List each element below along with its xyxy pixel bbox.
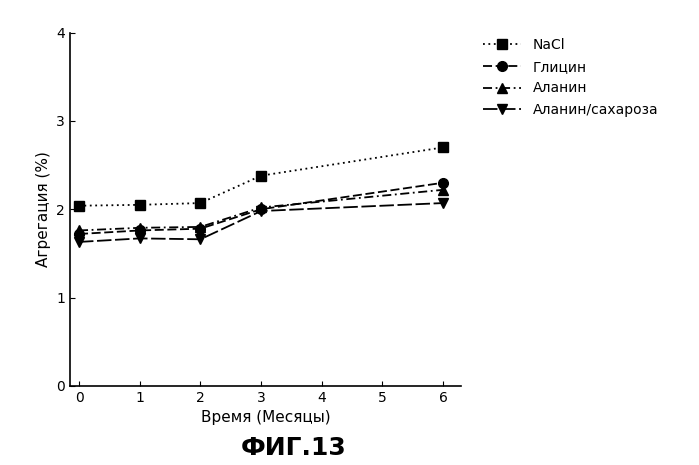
Аланин/сахароза (75, 239, 83, 245)
NaCl (196, 200, 205, 206)
Аланин (257, 205, 265, 210)
Legend: NaCl, Глицин, Аланин, Аланин/сахароза: NaCl, Глицин, Аланин, Аланин/сахароза (477, 33, 664, 123)
Аланин/сахароза (439, 200, 447, 206)
NaCl (136, 202, 144, 208)
X-axis label: Время (Месяцы): Время (Месяцы) (201, 411, 331, 425)
NaCl (439, 145, 447, 150)
Аланин (196, 224, 205, 230)
Аланин/сахароза (196, 237, 205, 242)
Line: Аланин/сахароза: Аланин/сахароза (74, 198, 448, 247)
Глицин (257, 206, 265, 212)
Аланин/сахароза (136, 236, 144, 241)
Глицин (196, 226, 205, 232)
Глицин (136, 228, 144, 233)
NaCl (257, 173, 265, 179)
Аланин (439, 187, 447, 193)
NaCl (75, 203, 83, 208)
Аланин/сахароза (257, 208, 265, 214)
Text: ФИГ.13: ФИГ.13 (240, 436, 347, 460)
Глицин (439, 180, 447, 186)
Line: Аланин: Аланин (74, 185, 448, 235)
Y-axis label: Агрегация (%): Агрегация (%) (36, 151, 50, 267)
Аланин (75, 228, 83, 233)
Глицин (75, 231, 83, 237)
Аланин (136, 225, 144, 231)
Line: NaCl: NaCl (74, 143, 448, 211)
Line: Глицин: Глицин (74, 178, 448, 239)
